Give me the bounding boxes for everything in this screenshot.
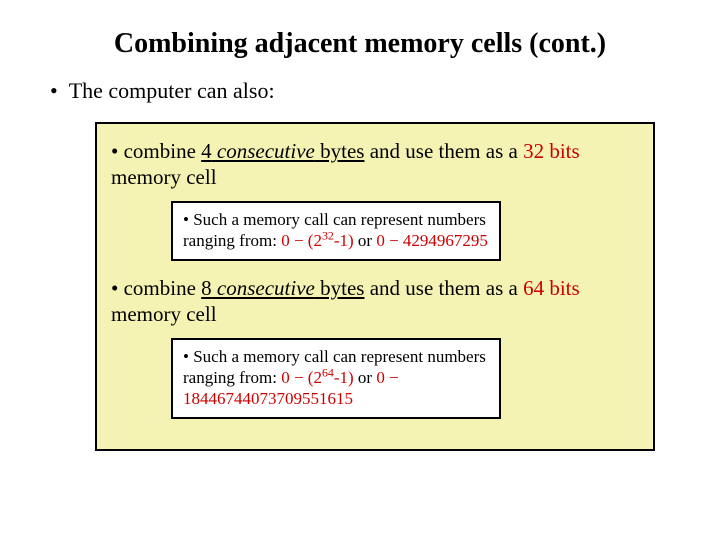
point-4-bytes: • combine 4 consecutive bytes and use th…: [111, 138, 639, 191]
lead-line: • The computer can also:: [50, 78, 680, 104]
range-a: 0 − (2: [281, 231, 322, 250]
range-b: -1): [334, 368, 354, 387]
inner-panel-32: • Such a memory call can represent numbe…: [171, 201, 501, 262]
outer-panel: • combine 4 consecutive bytes and use th…: [95, 122, 655, 451]
lead-text: The computer can also:: [69, 78, 275, 103]
bullet: •: [111, 139, 118, 163]
lead-bullet: •: [50, 78, 58, 103]
range-expr: 0 − (264-1): [281, 368, 353, 387]
consecutive-word: consecutive: [212, 276, 315, 300]
inner-panel-64: • Such a memory call can represent numbe…: [171, 338, 501, 420]
bytes-word: bytes: [315, 276, 365, 300]
bits-highlight: 64 bits: [523, 276, 580, 300]
count: 8: [201, 276, 212, 300]
text-post1: and use them as a: [364, 276, 523, 300]
text-post2: memory cell: [111, 302, 217, 326]
text-post1: and use them as a: [364, 139, 523, 163]
point-8-bytes: • combine 8 consecutive bytes and use th…: [111, 275, 639, 328]
text-post2: memory cell: [111, 165, 217, 189]
slide: Combining adjacent memory cells (cont.) …: [0, 0, 720, 540]
text-pre: combine: [124, 276, 202, 300]
underlined-phrase: 8 consecutive bytes: [201, 276, 364, 300]
range-a: 0 − (2: [281, 368, 322, 387]
slide-title: Combining adjacent memory cells (cont.): [40, 28, 680, 60]
bullet: •: [183, 347, 189, 366]
range-numeric: 0 − 4294967295: [376, 231, 488, 250]
bullet: •: [111, 276, 118, 300]
bytes-word: bytes: [315, 139, 365, 163]
range-b: -1): [334, 231, 354, 250]
range-exp: 32: [322, 228, 334, 242]
or-word: or: [354, 231, 377, 250]
range-expr: 0 − (232-1): [281, 231, 353, 250]
bullet: •: [183, 210, 189, 229]
range-exp: 64: [322, 365, 334, 379]
or-word: or: [354, 368, 377, 387]
consecutive-word: consecutive: [212, 139, 315, 163]
underlined-phrase: 4 consecutive bytes: [201, 139, 364, 163]
count: 4: [201, 139, 212, 163]
text-pre: combine: [124, 139, 202, 163]
bits-highlight: 32 bits: [523, 139, 580, 163]
